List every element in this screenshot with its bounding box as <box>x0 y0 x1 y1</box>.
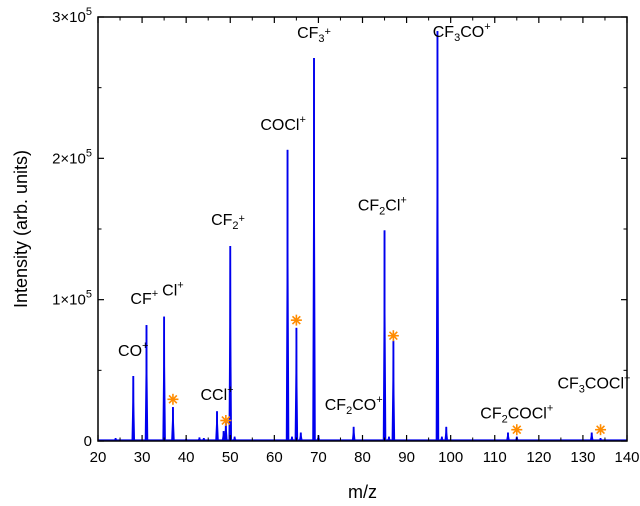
peak-label: CF2Cl+ <box>358 195 407 218</box>
peak-label: Cl+ <box>162 279 184 299</box>
y-tick-label: 0 <box>84 433 92 450</box>
impurity-marker <box>595 424 607 436</box>
spectrum-line <box>98 31 627 441</box>
peak-label: CF3+ <box>297 25 331 45</box>
impurity-markers <box>167 314 607 436</box>
peak-label: CF+ <box>130 288 158 308</box>
y-axis-title: Intensity (arb. units) <box>11 150 31 308</box>
x-tick-label: 90 <box>398 449 415 466</box>
peak-annotations: CO+ CF+ Cl+ CCl+ CF2+ COCl+ CF3+ CF2CO+ CF2Cl+ CF… <box>118 21 630 426</box>
impurity-marker <box>387 330 399 342</box>
y-tick-label: 3×105 <box>52 6 92 26</box>
x-axis-title: m/z <box>348 482 377 502</box>
impurity-marker <box>511 424 523 436</box>
x-tick-label: 40 <box>178 449 195 466</box>
peak-label: CF2+ <box>211 212 245 232</box>
x-tick-label: 60 <box>266 449 283 466</box>
impurity-marker <box>167 393 179 405</box>
x-tick-label: 20 <box>90 449 107 466</box>
x-tick-label: 70 <box>310 449 327 466</box>
x-tick-label: 120 <box>526 449 551 466</box>
x-tick-label: 110 <box>483 449 507 466</box>
y-tick-label: 2×105 <box>52 147 92 167</box>
x-tick-label: 30 <box>134 449 151 466</box>
impurity-marker <box>220 415 232 427</box>
y-tick-label: 1×105 <box>52 289 92 309</box>
peak-label: CF3COCl+ <box>557 373 630 396</box>
x-tick-label: 80 <box>354 449 371 466</box>
peak-label: CCl+ <box>200 384 233 404</box>
x-tick-label: 50 <box>222 449 239 466</box>
peak-label: CF2CO+ <box>325 394 383 417</box>
x-tick-label: 130 <box>570 449 595 466</box>
x-tick-label: 140 <box>614 449 639 466</box>
peak-label: CO+ <box>118 340 148 360</box>
peak-label: CF2COCl+ <box>480 402 553 425</box>
x-tick-label: 100 <box>438 449 463 466</box>
peak-label: CF3CO+ <box>433 21 491 44</box>
spectrum-series <box>98 31 627 441</box>
impurity-marker <box>290 314 302 326</box>
axes: 20 30 40 50 60 70 80 90 100 110 120 130 140 0 1×105 2×1… <box>52 6 639 466</box>
plot-frame <box>97 16 628 442</box>
peak-label: COCl+ <box>260 114 306 134</box>
